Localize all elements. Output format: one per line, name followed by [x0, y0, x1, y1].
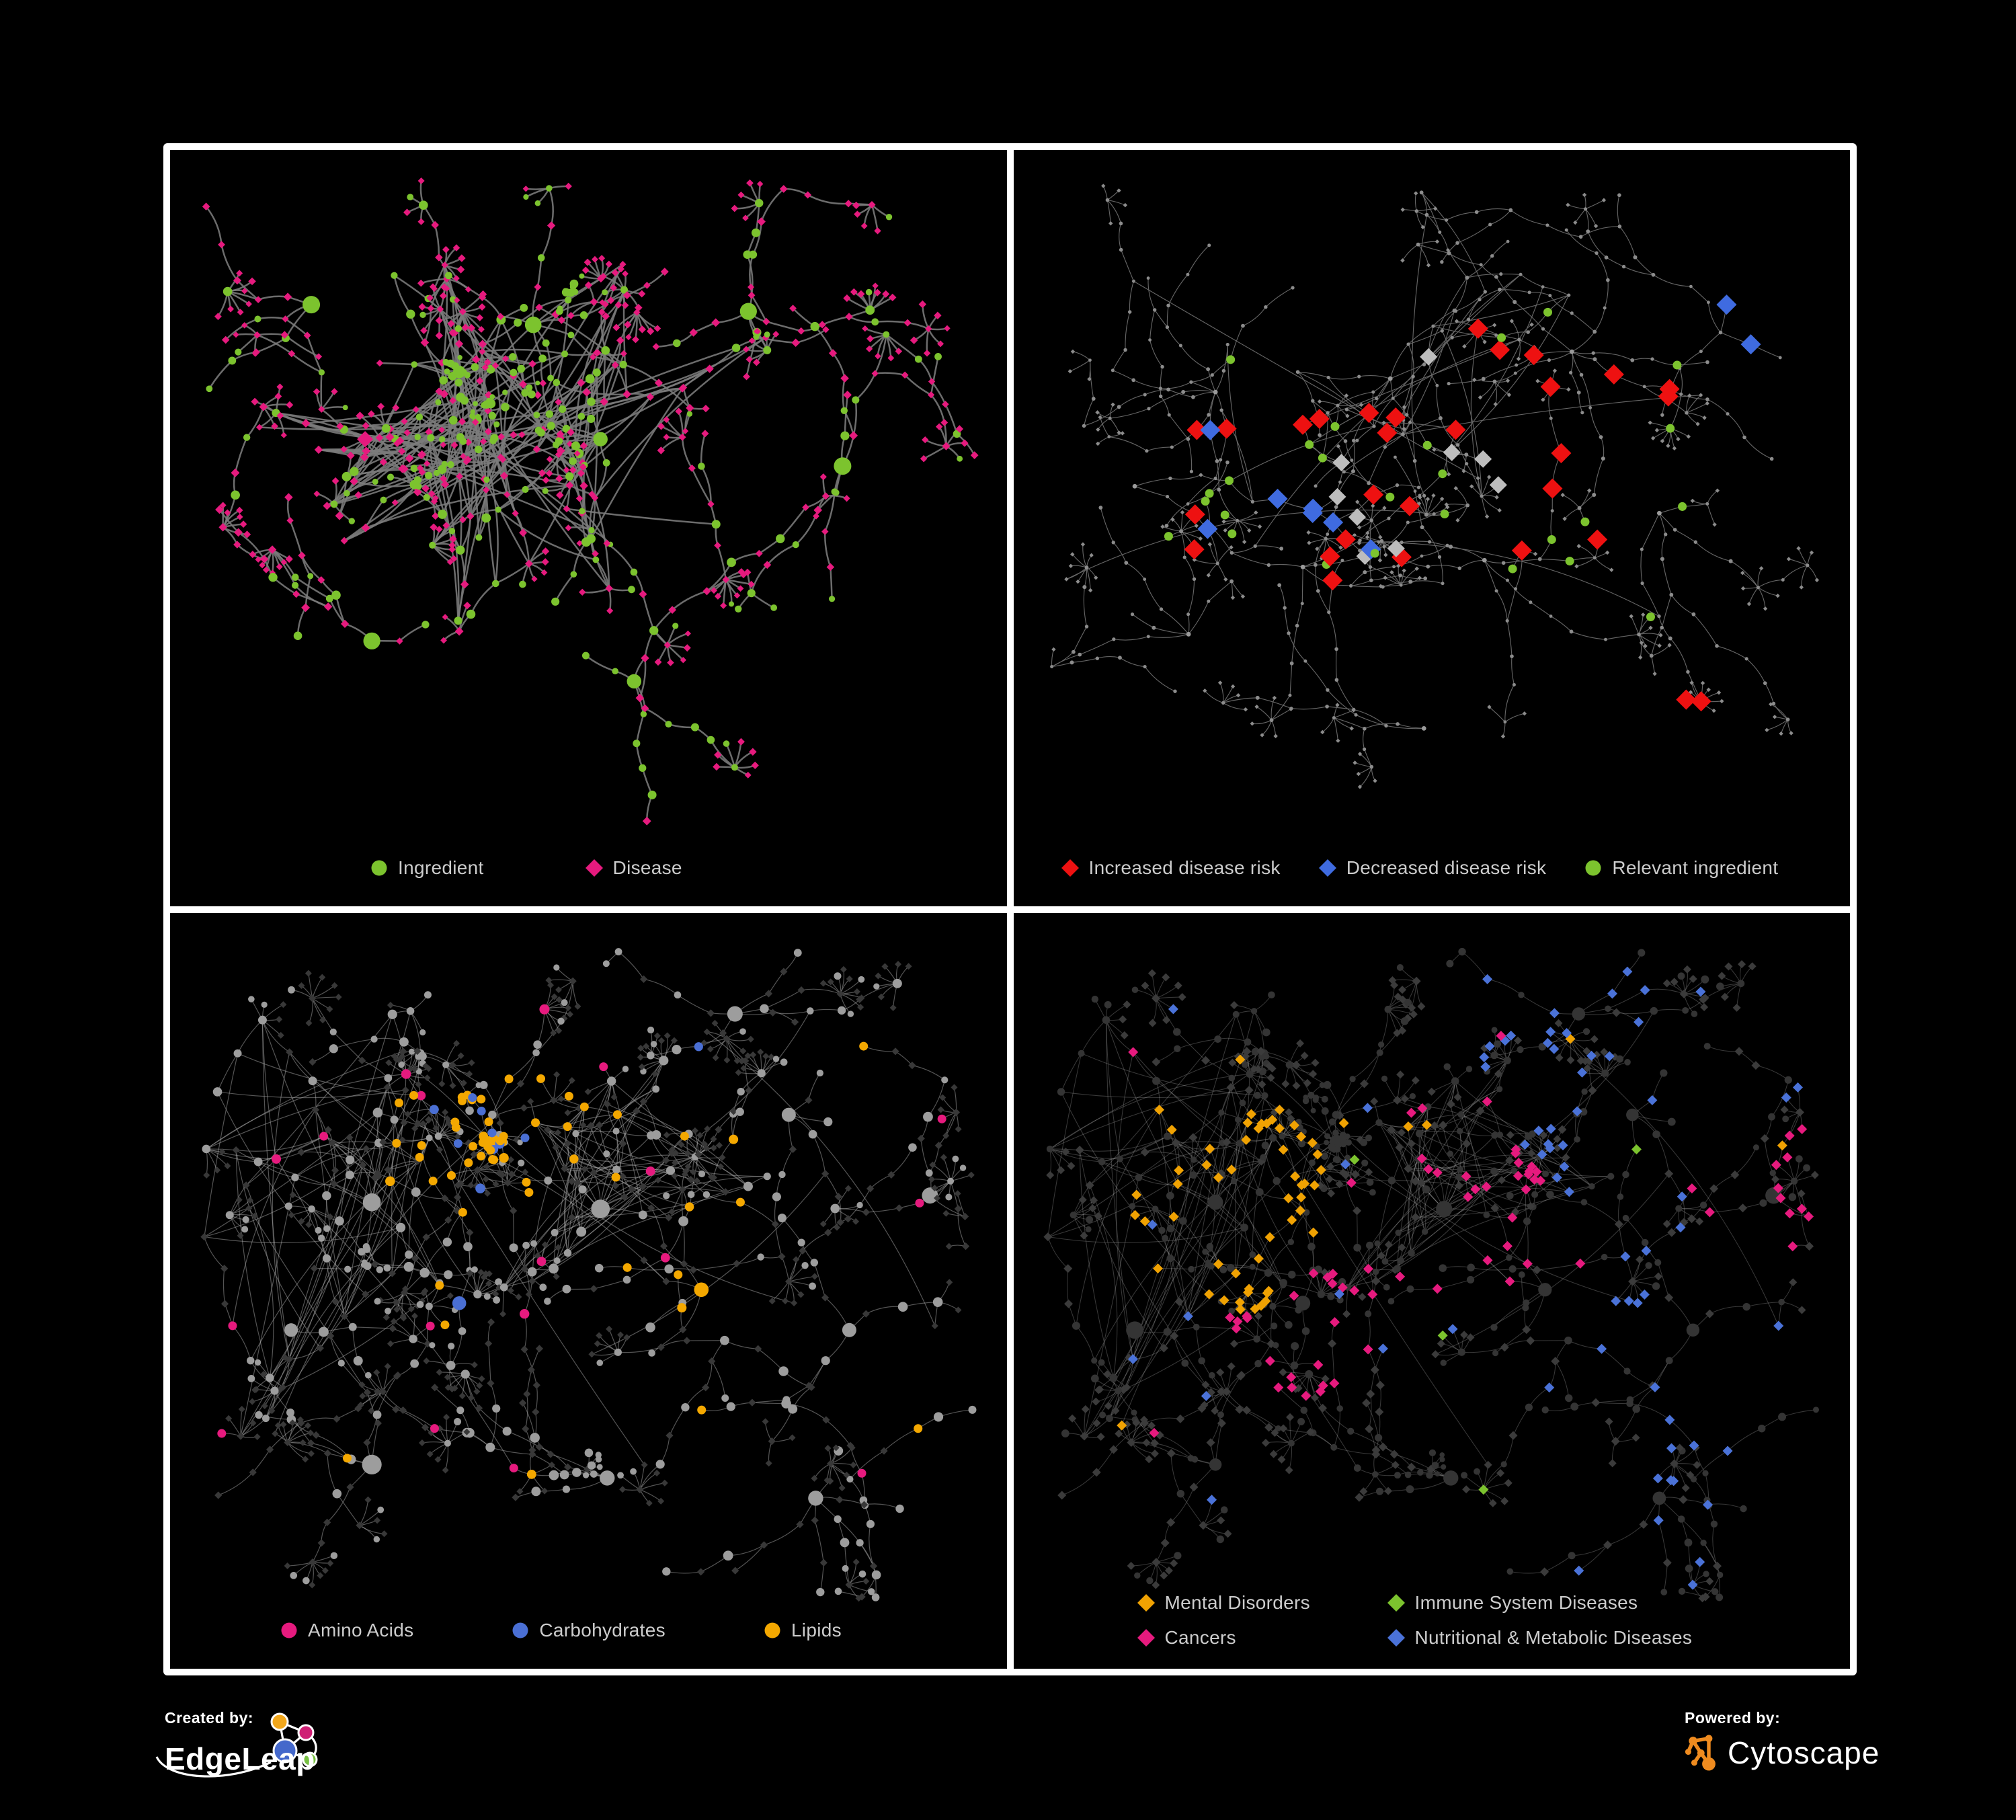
- panel-disease-categories: Mental Disorders Immune System Diseases Ca…: [1013, 912, 1851, 1669]
- panel-macronutrients: Amino Acids Carbohydrates Lipids: [170, 912, 1007, 1669]
- legend-label: Lipids: [791, 1620, 842, 1640]
- created-by-label: Created by:: [165, 1709, 254, 1727]
- legend-circle-icon: [1584, 859, 1603, 877]
- legend-label: Cancers: [1164, 1627, 1236, 1648]
- legend-item: Cancers: [1137, 1627, 1387, 1649]
- legend-label: Decreased disease risk: [1346, 857, 1547, 878]
- legend-label: Nutritional & Metabolic Diseases: [1414, 1627, 1693, 1648]
- legend-diamond-icon: [1061, 859, 1080, 877]
- panel-disease-risk: Increased disease risk Decreased disease …: [1013, 150, 1851, 906]
- legend-label: Increased disease risk: [1088, 857, 1281, 878]
- legend-circle-icon: [370, 859, 389, 877]
- legend-circle-icon: [763, 1621, 782, 1640]
- legend-diamond-icon: [1387, 1628, 1406, 1647]
- cytoscape-brand-row: Cytoscape: [1685, 1731, 1880, 1774]
- legend-item: Ingredient: [370, 857, 484, 879]
- legend-item: Nutritional & Metabolic Diseases: [1387, 1627, 1693, 1649]
- ingredient-disease-network-svg: [202, 177, 979, 826]
- powered-by-label: Powered by:: [1685, 1709, 1781, 1727]
- edgeleap-wordmark: EdgeLeap: [165, 1741, 315, 1776]
- legend-diamond-icon: [1137, 1628, 1156, 1647]
- legend-item: Increased disease risk: [1061, 857, 1281, 879]
- cytoscape-logo-icon: [1685, 1735, 1716, 1771]
- cytoscape-wordmark: Cytoscape: [1728, 1735, 1880, 1770]
- legend-label: Ingredient: [398, 857, 484, 878]
- legend-circle-icon: [511, 1621, 530, 1640]
- legend-diamond-icon: [585, 859, 604, 877]
- legend-disease-risk: Increased disease risk Decreased disease …: [1014, 857, 1851, 879]
- legend-diamond-icon: [1387, 1593, 1406, 1612]
- legend-item: Immune System Diseases: [1387, 1592, 1693, 1614]
- disease-risk-network-svg: [1049, 184, 1819, 789]
- legend-diamond-icon: [1137, 1593, 1156, 1612]
- macronutrient-network-svg: [200, 947, 977, 1601]
- legend-label: Disease: [612, 857, 682, 878]
- legend-label: Amino Acids: [308, 1620, 414, 1640]
- legend-item: Decreased disease risk: [1318, 857, 1547, 879]
- legend-item: Amino Acids: [280, 1620, 413, 1641]
- edgeleap-brand-row: EdgeLeap: [155, 1712, 373, 1803]
- legend-diamond-icon: [1318, 859, 1337, 877]
- legend-item: Lipids: [763, 1620, 842, 1641]
- disease-category-network-svg: [1043, 947, 1819, 1602]
- powered-by-block: Powered by:: [1685, 1709, 1880, 1774]
- edgeleap-logo-icon: [155, 1712, 318, 1778]
- legend-macronutrients: Amino Acids Carbohydrates Lipids: [170, 1620, 1007, 1641]
- legend-label: Carbohydrates: [539, 1620, 666, 1640]
- legend-item: Relevant ingredient: [1584, 857, 1778, 879]
- legend-item: Carbohydrates: [511, 1620, 666, 1641]
- legend-circle-icon: [280, 1621, 298, 1640]
- legend-ingredient-disease: Ingredient Disease: [170, 857, 1007, 879]
- legend-item: Disease: [585, 857, 682, 879]
- network-grid-frame: Ingredient Disease Increased disease risk…: [163, 143, 1857, 1675]
- panel-ingredient-disease: Ingredient Disease: [170, 150, 1007, 906]
- legend-disease-categories: Mental Disorders Immune System Diseases Ca…: [1014, 1592, 1851, 1649]
- legend-item: Mental Disorders: [1137, 1592, 1387, 1614]
- legend-label: Relevant ingredient: [1612, 857, 1779, 878]
- legend-label: Immune System Diseases: [1414, 1592, 1638, 1613]
- created-by-block: Created by: EdgeLeap: [155, 1709, 373, 1803]
- legend-label: Mental Disorders: [1164, 1592, 1310, 1613]
